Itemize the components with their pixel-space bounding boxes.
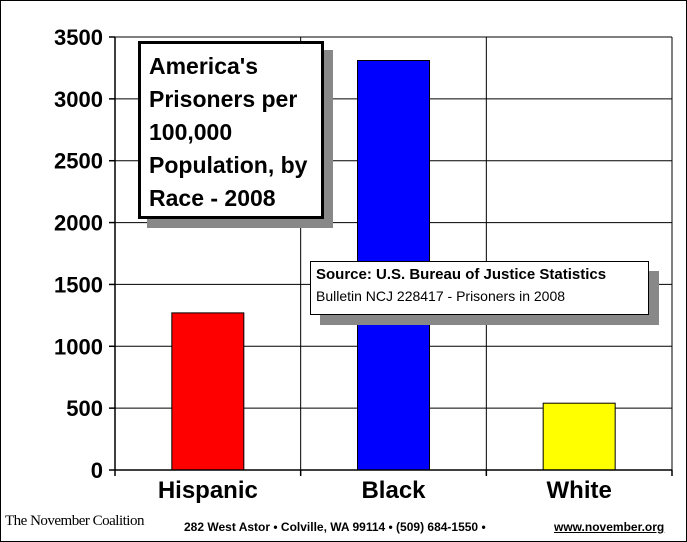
source-line: Source: U.S. Bureau of Justice Statistic… <box>316 266 607 283</box>
y-tick-labels: 0 500 1000 1500 2000 2500 3000 3500 <box>54 25 103 483</box>
bar-white <box>542 402 616 471</box>
y-tick-label: 3500 <box>54 25 103 50</box>
bar-hispanic <box>171 312 245 471</box>
x-category-label: White <box>547 477 612 504</box>
bulletin-line: Bulletin NCJ 228417 - Prisoners in 2008 <box>316 288 566 304</box>
footer: The November Coalition 282 West Astor • … <box>1 511 686 541</box>
november-coalition-logo: The November Coalition <box>5 513 144 529</box>
y-tick-label: 500 <box>66 396 103 421</box>
y-tick-label: 1000 <box>54 334 103 359</box>
y-tick-label: 2000 <box>54 211 103 236</box>
y-tick-label: 0 <box>91 458 103 483</box>
chart-title-line: Race - 2008 <box>149 185 276 211</box>
chart-title-line: America's <box>149 53 259 79</box>
axes <box>109 36 673 476</box>
x-category-label: Hispanic <box>158 477 258 504</box>
footer-address: 282 West Astor • Colville, WA 99114 • (5… <box>184 520 486 534</box>
y-tick-label: 2500 <box>54 149 103 174</box>
source-annotation: Source: U.S. Bureau of Justice Statistic… <box>310 261 649 315</box>
x-category-label: Black <box>361 477 426 504</box>
chart-title-box: America's Prisoners per 100,000 Populati… <box>138 41 324 219</box>
y-tick-label: 3000 <box>54 87 103 112</box>
website-link[interactable]: www.november.org <box>554 520 665 534</box>
y-tick-label: 1500 <box>54 272 103 297</box>
chart-title-line: 100,000 <box>149 119 233 145</box>
chart-title-line: Population, by <box>149 152 308 178</box>
chart-title-line: Prisoners per <box>149 86 298 112</box>
x-category-labels: Hispanic Black White <box>158 477 612 504</box>
